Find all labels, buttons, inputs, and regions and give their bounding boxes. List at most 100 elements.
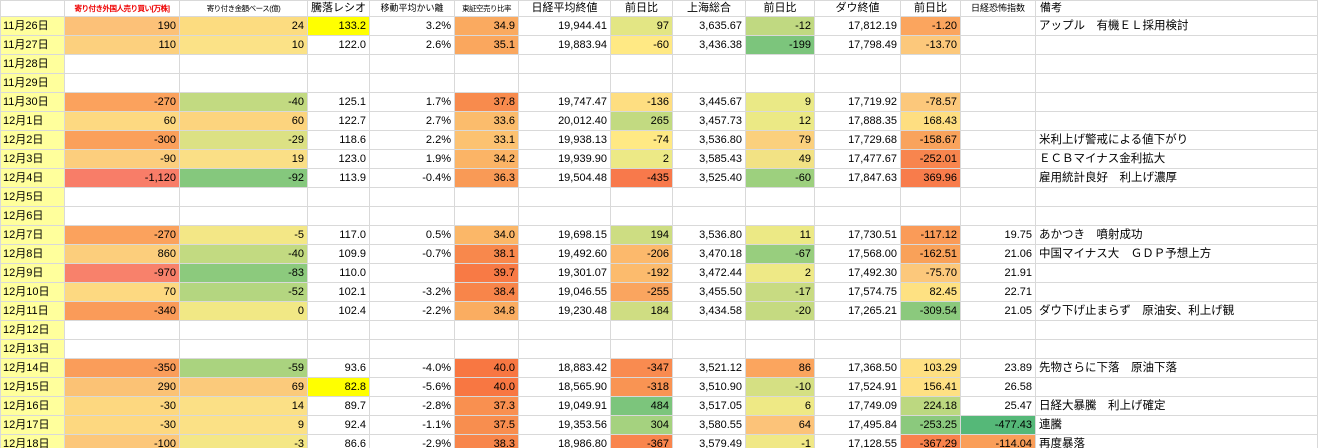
cell-nikkei-close[interactable] (518, 320, 611, 340)
cell-foreign[interactable]: 860 (64, 244, 180, 264)
cell-shanghai-chg[interactable]: 49 (745, 149, 815, 169)
cell-foreign[interactable]: -270 (64, 225, 180, 245)
cell-vi[interactable] (960, 187, 1036, 207)
cell-shanghai[interactable]: 3,457.73 (672, 111, 746, 131)
cell-dow-close[interactable] (814, 54, 901, 74)
cell-vi[interactable]: 25.47 (960, 396, 1036, 416)
col-header-vi[interactable]: 日経恐怖指数 (960, 0, 1036, 17)
cell-shanghai[interactable]: 3,445.67 (672, 92, 746, 112)
cell-ratio[interactable]: 118.6 (307, 130, 370, 150)
cell-dow-close[interactable]: 17,368.50 (814, 358, 901, 378)
cell-dow-close[interactable]: 17,524.91 (814, 377, 901, 397)
cell-nikkei-close[interactable]: 19,230.48 (518, 301, 611, 321)
cell-nikkei-chg[interactable] (610, 73, 673, 93)
cell-short-ratio[interactable]: 33.6 (454, 111, 519, 131)
cell-shanghai-chg[interactable]: 2 (745, 263, 815, 283)
cell-dow-close[interactable]: 17,492.30 (814, 263, 901, 283)
cell-dow-close[interactable] (814, 73, 901, 93)
cell-ratio[interactable]: 125.1 (307, 92, 370, 112)
cell-shanghai[interactable] (672, 54, 746, 74)
cell-shanghai[interactable] (672, 187, 746, 207)
cell-short-ratio[interactable] (454, 54, 519, 74)
cell-vi[interactable]: -114.04 (960, 434, 1036, 448)
cell-ratio[interactable]: 113.9 (307, 168, 370, 188)
cell-amount[interactable]: -29 (179, 130, 308, 150)
cell-short-ratio[interactable]: 40.0 (454, 377, 519, 397)
cell-vi[interactable] (960, 130, 1036, 150)
cell-vi[interactable] (960, 35, 1036, 55)
cell-dow-close[interactable]: 17,574.75 (814, 282, 901, 302)
cell-vi[interactable]: 23.89 (960, 358, 1036, 378)
cell-nikkei-close[interactable]: 19,049.91 (518, 396, 611, 416)
cell-nikkei-close[interactable]: 18,883.42 (518, 358, 611, 378)
cell-nikkei-close[interactable] (518, 73, 611, 93)
cell-vi[interactable] (960, 206, 1036, 226)
cell-ratio[interactable]: 110.0 (307, 263, 370, 283)
cell-shanghai[interactable]: 3,470.18 (672, 244, 746, 264)
cell-nikkei-chg[interactable]: -255 (610, 282, 673, 302)
cell-shanghai[interactable]: 3,434.58 (672, 301, 746, 321)
cell-vi[interactable] (960, 339, 1036, 359)
cell-remark[interactable]: 米利上げ警戒による値下がり (1035, 130, 1318, 150)
cell-foreign[interactable]: -340 (64, 301, 180, 321)
cell-dow-chg[interactable]: -117.12 (900, 225, 961, 245)
cell-dow-chg[interactable]: -75.70 (900, 263, 961, 283)
cell-date[interactable]: 11月29日 (0, 73, 65, 93)
cell-nikkei-close[interactable]: 18,986.80 (518, 434, 611, 448)
cell-nikkei-close[interactable]: 19,046.55 (518, 282, 611, 302)
cell-foreign[interactable]: -350 (64, 358, 180, 378)
cell-ratio[interactable]: 122.7 (307, 111, 370, 131)
cell-foreign[interactable]: -100 (64, 434, 180, 448)
cell-date[interactable]: 12月10日 (0, 282, 65, 302)
cell-remark[interactable] (1035, 111, 1318, 131)
cell-nikkei-close[interactable]: 19,353.56 (518, 415, 611, 435)
cell-dow-chg[interactable] (900, 73, 961, 93)
cell-amount[interactable]: -59 (179, 358, 308, 378)
cell-ma-deviation[interactable]: -5.6% (369, 377, 455, 397)
cell-dow-chg[interactable] (900, 320, 961, 340)
cell-amount[interactable]: 60 (179, 111, 308, 131)
cell-ma-deviation[interactable] (369, 320, 455, 340)
cell-remark[interactable]: ＥＣＢマイナス金利拡大 (1035, 149, 1318, 169)
cell-ratio[interactable] (307, 73, 370, 93)
cell-dow-close[interactable]: 17,568.00 (814, 244, 901, 264)
cell-dow-close[interactable] (814, 320, 901, 340)
cell-remark[interactable]: 日経大暴騰 利上げ確定 (1035, 396, 1318, 416)
cell-dow-chg[interactable]: 82.45 (900, 282, 961, 302)
cell-nikkei-close[interactable]: 19,883.94 (518, 35, 611, 55)
cell-short-ratio[interactable] (454, 73, 519, 93)
cell-nikkei-chg[interactable]: -367 (610, 434, 673, 448)
cell-shanghai-chg[interactable] (745, 320, 815, 340)
cell-date[interactable]: 12月4日 (0, 168, 65, 188)
cell-date[interactable]: 12月5日 (0, 187, 65, 207)
cell-amount[interactable] (179, 206, 308, 226)
cell-remark[interactable] (1035, 35, 1318, 55)
cell-ratio[interactable] (307, 339, 370, 359)
cell-dow-chg[interactable] (900, 54, 961, 74)
cell-shanghai[interactable]: 3,510.90 (672, 377, 746, 397)
cell-shanghai-chg[interactable]: 6 (745, 396, 815, 416)
cell-shanghai-chg[interactable]: -17 (745, 282, 815, 302)
cell-shanghai-chg[interactable] (745, 54, 815, 74)
cell-date[interactable]: 12月15日 (0, 377, 65, 397)
cell-foreign[interactable]: -300 (64, 130, 180, 150)
cell-date[interactable]: 12月6日 (0, 206, 65, 226)
cell-remark[interactable] (1035, 339, 1318, 359)
cell-remark[interactable]: 連騰 (1035, 415, 1318, 435)
cell-ma-deviation[interactable]: -3.2% (369, 282, 455, 302)
cell-ratio[interactable] (307, 320, 370, 340)
cell-nikkei-close[interactable]: 19,938.13 (518, 130, 611, 150)
cell-amount[interactable]: -40 (179, 92, 308, 112)
cell-foreign[interactable]: 290 (64, 377, 180, 397)
cell-date[interactable]: 12月7日 (0, 225, 65, 245)
cell-amount[interactable] (179, 187, 308, 207)
cell-shanghai-chg[interactable] (745, 339, 815, 359)
cell-date[interactable]: 12月11日 (0, 301, 65, 321)
cell-ma-deviation[interactable] (369, 73, 455, 93)
cell-ratio[interactable]: 92.4 (307, 415, 370, 435)
cell-dow-close[interactable]: 17,847.63 (814, 168, 901, 188)
cell-nikkei-chg[interactable]: 2 (610, 149, 673, 169)
cell-dow-chg[interactable]: -252.01 (900, 149, 961, 169)
cell-ratio[interactable]: 89.7 (307, 396, 370, 416)
cell-shanghai[interactable]: 3,536.80 (672, 225, 746, 245)
